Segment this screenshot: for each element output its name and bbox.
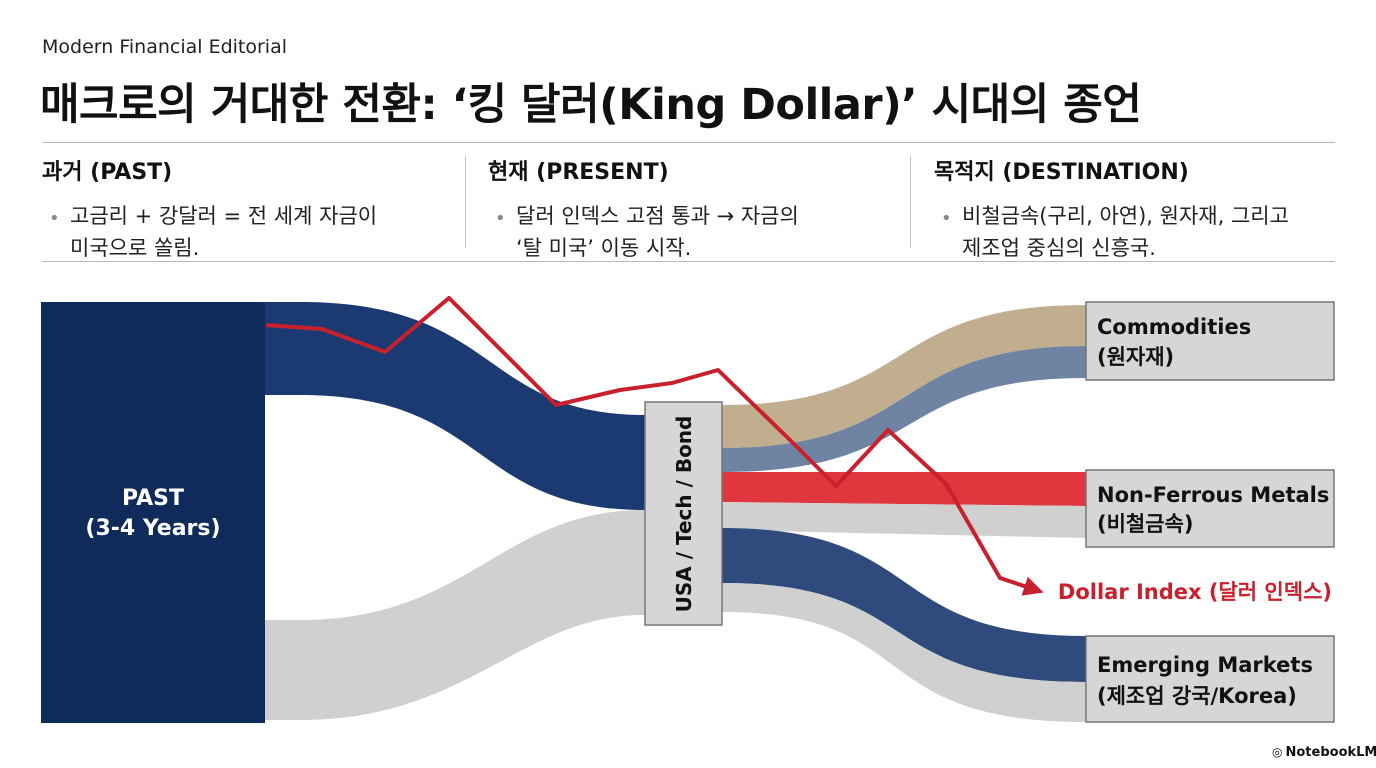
top-divider xyxy=(42,142,1335,143)
source-label: PAST xyxy=(122,486,184,511)
column-heading: 현재 (PRESENT) xyxy=(488,160,669,185)
target-node-metals xyxy=(1085,469,1335,548)
column-bullet: • 비철금속(구리, 아연), 원자재, 그리고 제조업 중심의 신흥국. xyxy=(934,200,1289,264)
notebook-logo-icon: ◎ xyxy=(1272,745,1283,759)
bullet-icon: • xyxy=(495,208,506,229)
flow-hub-to-commodities-slate xyxy=(722,346,1086,472)
column-past: 과거 (PAST) • 고금리 + 강달러 = 전 세계 자금이 미국으로 쏠림… xyxy=(42,154,377,264)
target-sublabel: (비철금속) xyxy=(1097,512,1193,536)
page-title: 매크로의 거대한 전환: ‘킹 달러(King Dollar)’ 시대의 종언 xyxy=(40,80,1142,130)
flow-hub-to-commodities-tan xyxy=(722,305,1086,448)
column-divider xyxy=(465,156,466,248)
target-node-commodities xyxy=(1085,301,1335,381)
flow-past-to-usa xyxy=(263,302,645,510)
bullet-icon: • xyxy=(49,208,60,229)
hub-node xyxy=(644,401,723,626)
column-bullet: • 고금리 + 강달러 = 전 세계 자금이 미국으로 쏠림. xyxy=(42,200,377,264)
column-heading: 과거 (PAST) xyxy=(42,160,173,185)
column-divider xyxy=(910,156,911,248)
source-node xyxy=(41,302,265,723)
target-label: Emerging Markets xyxy=(1097,653,1313,677)
flow-past-to-gray xyxy=(263,510,645,720)
dollar-index-line xyxy=(265,296,1044,596)
flow-hub-to-metals xyxy=(722,472,1086,506)
dollar-index-label: Dollar Index (달러 인덱스) xyxy=(1058,580,1332,604)
flow-hub-to-metals-gray xyxy=(722,502,1086,538)
bullet-line: ‘탈 미국’ 이동 시작. xyxy=(516,236,692,260)
flow-hub-to-emerging-navy xyxy=(722,528,1086,682)
bullet-line: 미국으로 쏠림. xyxy=(70,236,200,260)
bullet-line: 달러 인덱스 고점 통과 → 자금의 xyxy=(516,204,799,228)
target-sublabel: (원자재) xyxy=(1097,345,1174,369)
bottom-divider xyxy=(42,261,1335,262)
bullet-line: 고금리 + 강달러 = 전 세계 자금이 xyxy=(70,204,378,228)
bullet-line: 비철금속(구리, 아연), 원자재, 그리고 xyxy=(962,204,1289,228)
target-label: Commodities xyxy=(1097,315,1251,339)
target-node-emerging xyxy=(1085,635,1335,723)
flow-diagram: PAST (3-4 Years) USA / Tech / Bond Commo… xyxy=(41,296,1335,723)
bullet-line: 제조업 중심의 신흥국. xyxy=(962,236,1156,260)
source-sublabel: (3-4 Years) xyxy=(85,516,220,541)
column-destination: 목적지 (DESTINATION) • 비철금속(구리, 아연), 원자재, 그… xyxy=(934,154,1289,264)
bullet-icon: • xyxy=(941,208,952,229)
hub-label: USA / Tech / Bond xyxy=(672,416,696,613)
kicker: Modern Financial Editorial xyxy=(42,36,287,58)
column-bullet: • 달러 인덱스 고점 통과 → 자금의 ‘탈 미국’ 이동 시작. xyxy=(488,200,799,264)
flow-hub-to-emerging-gray xyxy=(722,583,1086,722)
target-sublabel: (제조업 강국/Korea) xyxy=(1097,684,1297,708)
column-present: 현재 (PRESENT) • 달러 인덱스 고점 통과 → 자금의 ‘탈 미국’… xyxy=(488,154,799,264)
column-heading: 목적지 (DESTINATION) xyxy=(934,160,1189,185)
brand-name: NotebookLM xyxy=(1285,745,1376,760)
brand-mark: ◎ NotebookLM xyxy=(1272,745,1376,760)
target-label: Non-Ferrous Metals xyxy=(1097,483,1329,507)
